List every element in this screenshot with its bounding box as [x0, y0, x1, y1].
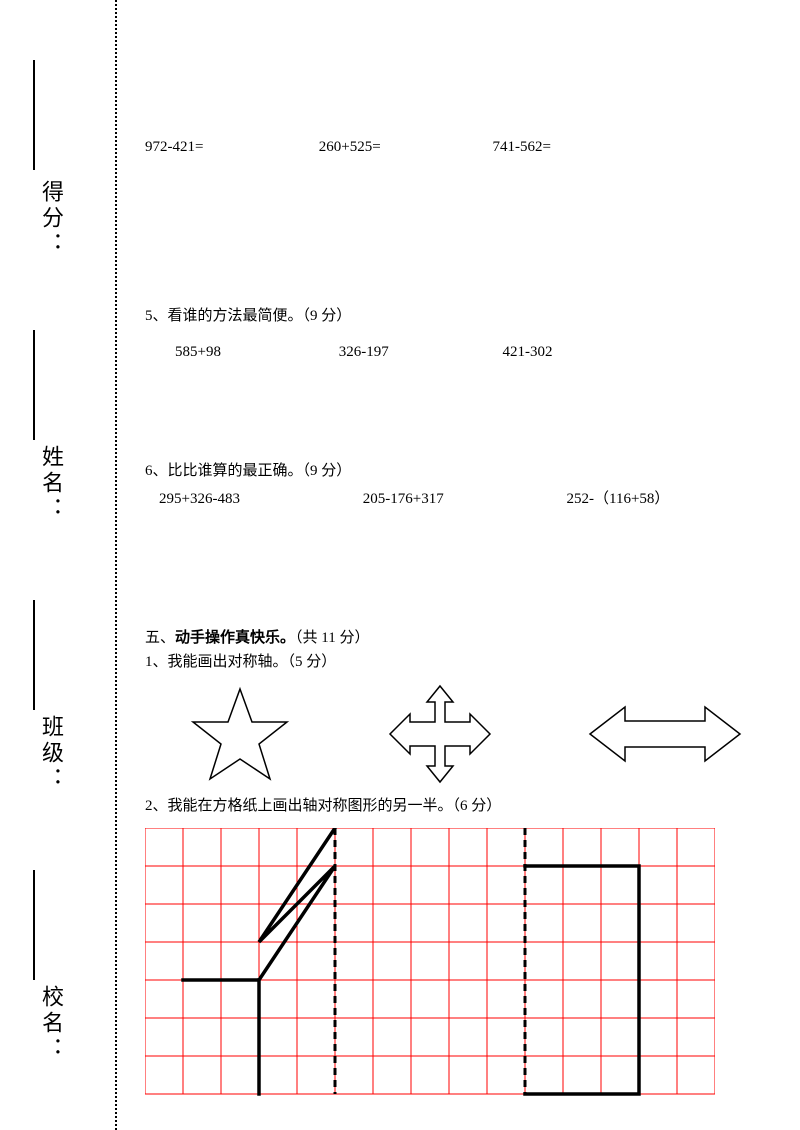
double-arrow-shape	[585, 699, 745, 769]
q6-eq1: 295+326-483	[159, 487, 359, 511]
section-5-prefix: 五、	[145, 630, 175, 646]
section-5-q1: 1、我能画出对称轴。（5 分）	[145, 650, 785, 674]
sidebar-score-line	[33, 60, 35, 170]
q6-title: 6、比比谁算的最正确。（9 分）	[145, 459, 785, 483]
sidebar-class-label: 班级：	[35, 715, 67, 793]
sidebar-school-label: 校名：	[35, 985, 67, 1063]
section-5: 五、动手操作真快乐。（共 11 分） 1、我能画出对称轴。（5 分） 2、我能在…	[145, 626, 785, 1098]
content-area: 972-421= 260+525= 741-562= 5、看谁的方法最简便。（9…	[145, 0, 785, 1098]
star-shape	[185, 684, 295, 784]
question-5: 5、看谁的方法最简便。（9 分） 585+98 326-197 421-302	[145, 304, 785, 364]
q5-eq2: 326-197	[339, 340, 499, 364]
q6-eq2: 205-176+317	[363, 487, 563, 511]
sidebar-name-line	[33, 330, 35, 440]
sidebar-class-line	[33, 600, 35, 710]
cross-arrow-shape	[375, 684, 505, 784]
equations-row-1: 972-421= 260+525= 741-562=	[145, 135, 785, 159]
q5-eq1: 585+98	[175, 340, 335, 364]
symmetry-grid	[145, 828, 715, 1098]
q5-title: 5、看谁的方法最简便。（9 分）	[145, 304, 785, 328]
section-5-q2: 2、我能在方格纸上画出轴对称图形的另一半。（6 分）	[145, 794, 785, 818]
dotted-divider	[115, 0, 117, 1130]
eq-972-421: 972-421=	[145, 135, 315, 159]
q6-eq3: 252-（116+58）	[567, 487, 670, 511]
shapes-row	[145, 684, 785, 784]
sidebar-name-label: 姓名：	[35, 445, 67, 523]
section-5-bold: 动手操作真快乐。	[175, 630, 295, 646]
section-5-suffix: （共 11 分）	[295, 630, 369, 646]
question-6: 6、比比谁算的最正确。（9 分） 295+326-483 205-176+317…	[145, 459, 785, 511]
eq-741-562: 741-562=	[493, 135, 551, 159]
section-5-title: 五、动手操作真快乐。（共 11 分）	[145, 626, 785, 650]
sidebar-school-line	[33, 870, 35, 980]
q5-eq3: 421-302	[503, 340, 553, 364]
sidebar-score-label: 得分：	[35, 180, 67, 258]
eq-260-525: 260+525=	[319, 135, 489, 159]
sidebar-info: 得分： 姓名： 班级： 校名：	[15, 0, 95, 1130]
